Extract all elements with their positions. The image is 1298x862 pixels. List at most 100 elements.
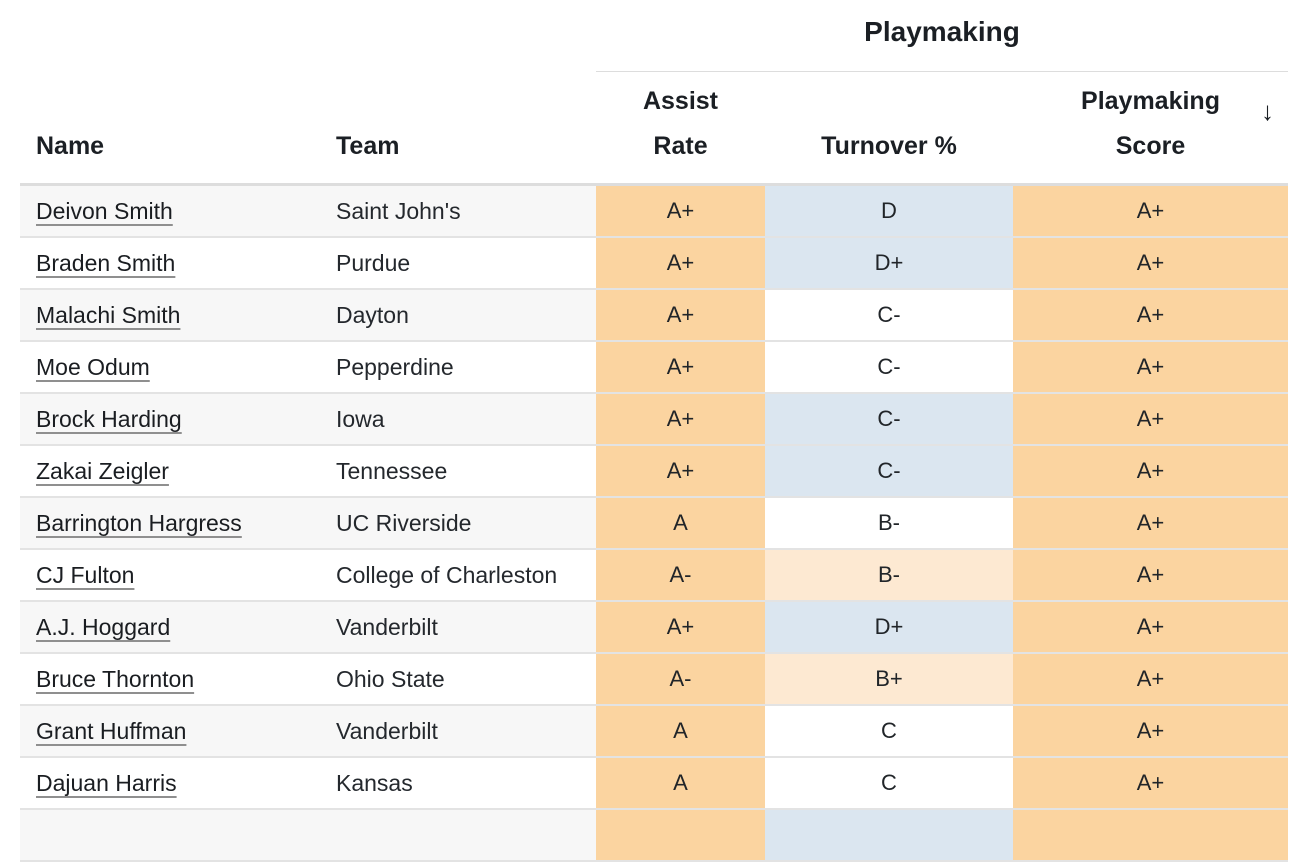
assist-rate-grade-cell: A- — [596, 654, 765, 706]
column-label-playmaking-score: Playmaking Score — [1081, 87, 1220, 160]
assist-rate-grade-cell: A — [596, 758, 765, 810]
team-label: Dayton — [336, 301, 409, 328]
turnover-pct-grade-cell: C- — [765, 342, 1013, 394]
team-cell: Kansas — [335, 758, 596, 810]
column-label-assist-rate: Assist Rate — [642, 87, 719, 160]
team-cell: Vanderbilt — [335, 706, 596, 758]
assist-rate-grade-cell: A+ — [596, 342, 765, 394]
player-name-cell: Barrington Hargress — [20, 498, 335, 550]
team-cell: Iowa — [335, 394, 596, 446]
column-label-team: Team — [336, 132, 400, 160]
player-name-link[interactable]: Deivon Smith — [36, 197, 173, 224]
team-cell: Purdue — [335, 238, 596, 290]
table-row: Malachi Smith Dayton A+ C- A+ — [20, 290, 1288, 342]
playmaking-score-grade-cell: A+ — [1013, 654, 1288, 706]
player-name-cell: A.J. Hoggard — [20, 602, 335, 654]
team-cell: Vanderbilt — [335, 602, 596, 654]
playmaking-score-grade-cell: A+ — [1013, 446, 1288, 498]
team-label: Purdue — [336, 249, 411, 276]
team-label: Iowa — [336, 405, 385, 432]
turnover-pct-grade-cell: D+ — [765, 602, 1013, 654]
table-row: Zakai Zeigler Tennessee A+ C- A+ — [20, 446, 1288, 498]
team-cell: College of Charleston — [335, 550, 596, 602]
team-cell: Pepperdine — [335, 342, 596, 394]
playmaking-score-grade-cell — [1013, 810, 1288, 862]
team-label: Vanderbilt — [336, 717, 438, 744]
column-header-team[interactable]: Team — [335, 72, 596, 186]
turnover-pct-grade-cell: C- — [765, 290, 1013, 342]
turnover-pct-grade-cell: C- — [765, 394, 1013, 446]
column-header-assist-rate[interactable]: Assist Rate — [596, 72, 765, 186]
team-cell: Ohio State — [335, 654, 596, 706]
assist-rate-grade-cell: A — [596, 498, 765, 550]
team-label: Pepperdine — [336, 353, 454, 380]
table-row: Barrington Hargress UC Riverside A B- A+ — [20, 498, 1288, 550]
turnover-pct-grade-cell: D+ — [765, 238, 1013, 290]
player-name-link[interactable]: Brock Harding — [36, 405, 182, 432]
player-name-link[interactable]: CJ Fulton — [36, 561, 135, 588]
player-name-cell: Grant Huffman — [20, 706, 335, 758]
player-name-link[interactable]: Moe Odum — [36, 353, 150, 380]
column-header-turnover-pct[interactable]: Turnover % — [765, 72, 1013, 186]
group-header-spacer — [20, 0, 596, 72]
table-row: Bruce Thornton Ohio State A- B+ A+ — [20, 654, 1288, 706]
assist-rate-grade-cell — [596, 810, 765, 862]
team-cell: UC Riverside — [335, 498, 596, 550]
table-row: CJ Fulton College of Charleston A- B- A+ — [20, 550, 1288, 602]
turnover-pct-grade-cell — [765, 810, 1013, 862]
playmaking-score-grade-cell: A+ — [1013, 602, 1288, 654]
sort-descending-icon: ↓ — [1261, 96, 1274, 126]
playmaking-score-grade-cell: A+ — [1013, 706, 1288, 758]
assist-rate-grade-cell: A+ — [596, 290, 765, 342]
team-label: UC Riverside — [336, 509, 472, 536]
table-row: Deivon Smith Saint John's A+ D A+ — [20, 186, 1288, 238]
team-label: Saint John's — [336, 197, 461, 224]
table-row: Dajuan Harris Kansas A C A+ — [20, 758, 1288, 810]
turnover-pct-grade-cell: B- — [765, 550, 1013, 602]
table-row: Moe Odum Pepperdine A+ C- A+ — [20, 342, 1288, 394]
player-name-cell: Brock Harding — [20, 394, 335, 446]
column-header-name[interactable]: Name — [20, 72, 335, 186]
team-cell: Saint John's — [335, 186, 596, 238]
column-header-playmaking-score[interactable]: Playmaking Score ↓ — [1013, 72, 1288, 186]
player-name-link[interactable]: Zakai Zeigler — [36, 457, 169, 484]
player-name-link[interactable]: A.J. Hoggard — [36, 613, 171, 640]
player-name-cell — [20, 810, 335, 862]
playmaking-score-grade-cell: A+ — [1013, 238, 1288, 290]
team-cell: Tennessee — [335, 446, 596, 498]
player-name-cell: Braden Smith — [20, 238, 335, 290]
playmaking-score-grade-cell: A+ — [1013, 290, 1288, 342]
player-name-cell: Deivon Smith — [20, 186, 335, 238]
turnover-pct-grade-cell: C- — [765, 446, 1013, 498]
player-name-link[interactable]: Barrington Hargress — [36, 509, 242, 536]
turnover-pct-grade-cell: B- — [765, 498, 1013, 550]
player-name-cell: Zakai Zeigler — [20, 446, 335, 498]
team-label: Ohio State — [336, 665, 445, 692]
assist-rate-grade-cell: A+ — [596, 446, 765, 498]
assist-rate-grade-cell: A+ — [596, 186, 765, 238]
group-header-label: Playmaking — [864, 16, 1020, 47]
playmaking-table: Playmaking Name Team Assist Rate Turnove… — [20, 0, 1288, 862]
table-body: Deivon Smith Saint John's A+ D A+ Braden… — [20, 186, 1288, 862]
playmaking-score-grade-cell: A+ — [1013, 550, 1288, 602]
player-name-link[interactable]: Dajuan Harris — [36, 769, 177, 796]
team-cell — [335, 810, 596, 862]
table-row: Brock Harding Iowa A+ C- A+ — [20, 394, 1288, 446]
player-name-cell: Moe Odum — [20, 342, 335, 394]
assist-rate-grade-cell: A+ — [596, 602, 765, 654]
team-label: Kansas — [336, 769, 413, 796]
column-label-name: Name — [36, 132, 105, 160]
player-name-link[interactable]: Malachi Smith — [36, 301, 181, 328]
playmaking-score-grade-cell: A+ — [1013, 758, 1288, 810]
turnover-pct-grade-cell: B+ — [765, 654, 1013, 706]
table-row: A.J. Hoggard Vanderbilt A+ D+ A+ — [20, 602, 1288, 654]
group-header-playmaking: Playmaking — [596, 0, 1288, 72]
assist-rate-grade-cell: A — [596, 706, 765, 758]
player-name-link[interactable]: Bruce Thornton — [36, 665, 195, 692]
assist-rate-grade-cell: A- — [596, 550, 765, 602]
player-name-link[interactable]: Braden Smith — [36, 249, 176, 276]
team-label: Tennessee — [336, 457, 448, 484]
team-label: College of Charleston — [336, 561, 558, 588]
player-name-link[interactable]: Grant Huffman — [36, 717, 187, 744]
assist-rate-grade-cell: A+ — [596, 394, 765, 446]
